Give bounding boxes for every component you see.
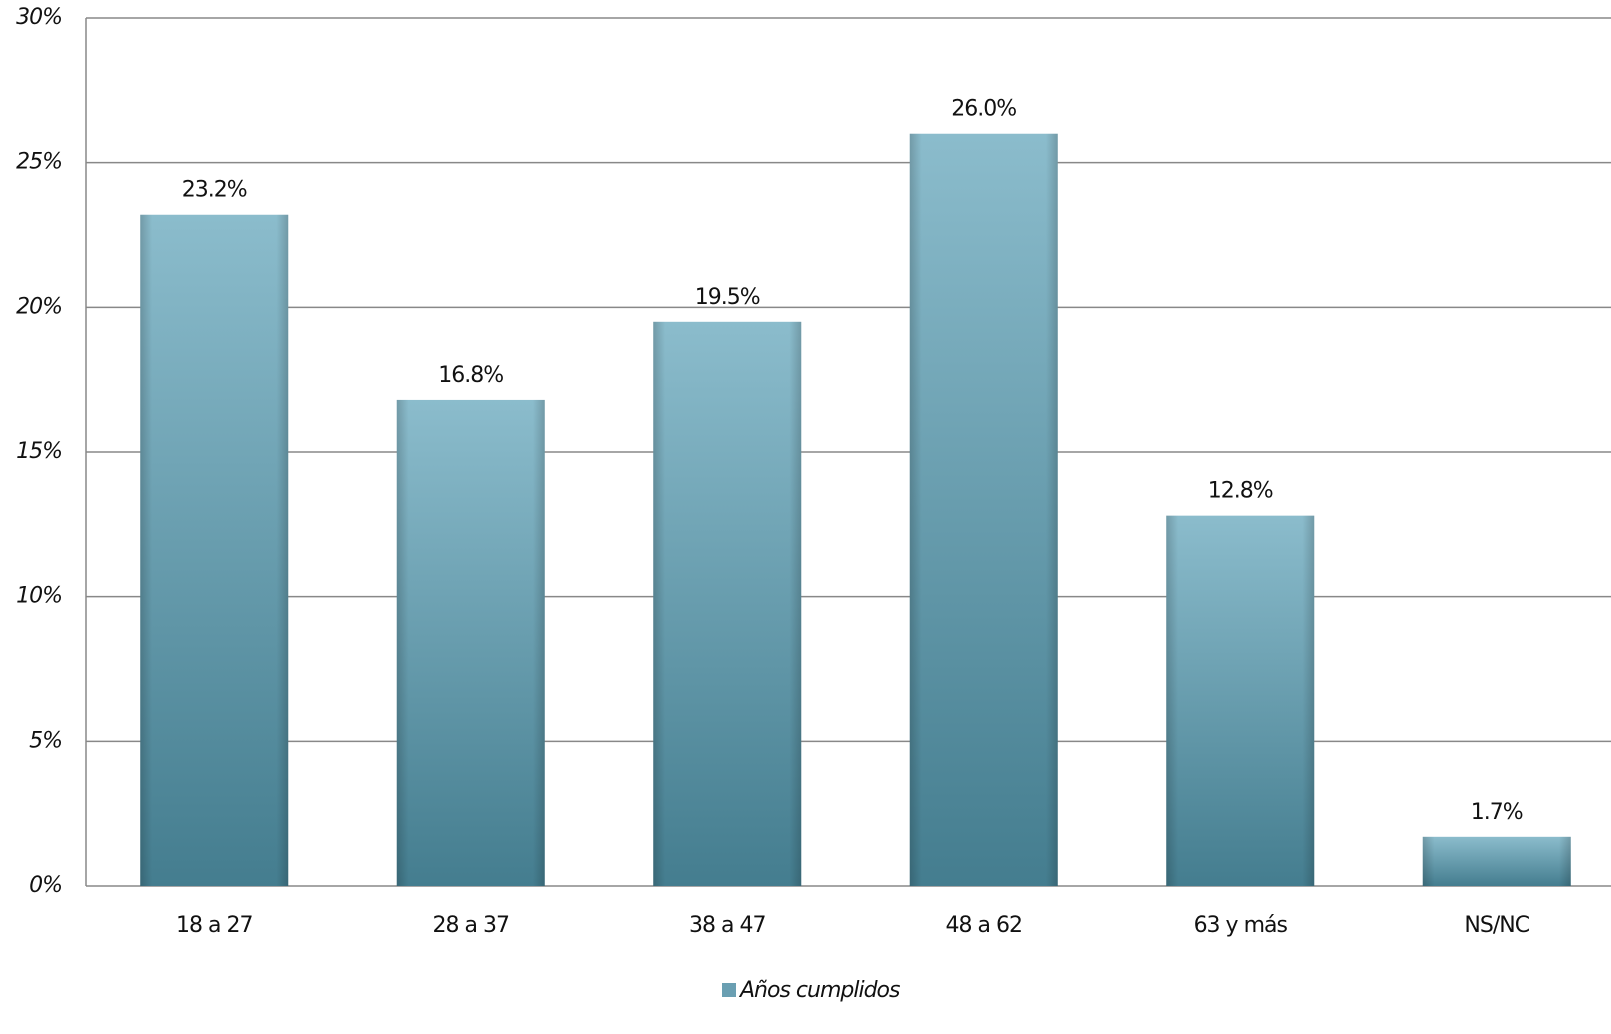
y-tick-label: 5% (29, 728, 62, 753)
bar-shade (1422, 836, 1571, 886)
x-tick-label: 38 a 47 (689, 913, 765, 938)
y-tick-label: 10% (16, 584, 62, 609)
y-tick-label: 15% (16, 439, 62, 464)
bar-shade (140, 214, 289, 886)
x-tick-label: 63 y más (1194, 913, 1288, 938)
value-label: 12.8% (1208, 479, 1273, 504)
legend-marker (722, 983, 736, 997)
bar-shade (653, 321, 802, 886)
y-tick-label: 30% (16, 5, 62, 30)
value-label: 26.0% (951, 97, 1016, 122)
x-tick-label: 18 a 27 (176, 913, 252, 938)
x-tick-label: 28 a 37 (433, 913, 509, 938)
legend-label: Años cumplidos (738, 978, 900, 1003)
value-label: 16.8% (438, 363, 503, 388)
value-label: 23.2% (182, 178, 247, 203)
value-label: 19.5% (695, 285, 760, 310)
y-tick-label: 20% (16, 294, 62, 319)
value-label: 1.7% (1471, 800, 1523, 825)
x-tick-label: NS/NC (1464, 913, 1529, 938)
bar-shade (909, 133, 1058, 886)
y-tick-label: 25% (16, 150, 62, 175)
bar-shade (1166, 515, 1315, 886)
bar-shade (396, 399, 545, 886)
y-tick-label: 0% (29, 873, 62, 898)
x-tick-label: 48 a 62 (946, 913, 1022, 938)
